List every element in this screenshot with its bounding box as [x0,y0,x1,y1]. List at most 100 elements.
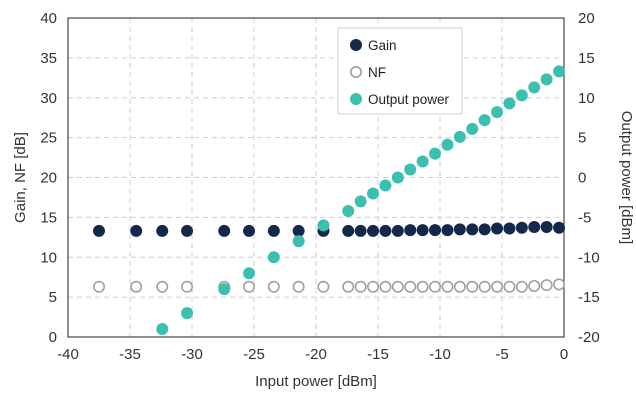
y-tick-label: 25 [40,130,57,147]
nf-point [404,280,417,293]
gain-point [391,224,404,237]
y-tick-label: 10 [40,249,57,266]
y-tick-label: 30 [40,90,57,107]
gain-point [441,224,454,237]
y2-axis-title: Output power [dBm] [618,111,635,244]
output-power-point [404,163,417,176]
output-power-point [367,187,380,200]
legend: Gain NF Output power [337,27,463,115]
series-nf [93,278,566,293]
axes-layer: -40 -35 -30 -25 -20 -15 -10 -5 0 0 5 10 15 20 25 30 35 40… [12,10,635,390]
output-power-point [466,122,479,135]
x-tick-label: -15 [367,346,389,363]
output-power-point [391,171,404,184]
gain-point [553,221,566,234]
series-output-power [156,65,566,336]
gain-point [453,223,466,236]
gain-point [156,224,169,237]
output-power-point [317,219,330,232]
gain-point [515,221,528,234]
gain-point [528,220,541,233]
points-layer [93,65,566,336]
nf-point [354,280,367,293]
nf-point [391,280,404,293]
gain-point [379,224,392,237]
gain-point [267,224,280,237]
nf-point [478,280,491,293]
y-tick-label: 20 [40,170,57,187]
output-power-point [491,106,504,119]
gain-point [292,224,305,237]
gain-point [540,220,553,233]
legend-label-nf: NF [368,65,386,80]
output-power-point [181,307,194,320]
nf-point [243,280,256,293]
y2-tick-label: -15 [578,289,600,306]
output-power-point [553,65,566,78]
nf-point [466,280,479,293]
output-power-point [156,323,169,336]
y2-tick-label: -20 [578,329,600,346]
gain-point [466,223,479,236]
gain-point [218,224,231,237]
legend-label-gain: Gain [368,38,397,53]
x-axis-title: Input power [dBm] [255,373,377,390]
x-tick-label: -10 [429,346,451,363]
legend-marker-nf [349,66,362,79]
output-power-point [342,204,355,217]
nf-point [130,280,143,293]
output-power-point [441,138,454,151]
output-power-point [379,179,392,192]
x-tick-label: -20 [305,346,327,363]
nf-point [453,280,466,293]
gain-point [130,224,143,237]
y2-tick-label: 15 [578,50,595,67]
nf-point [491,280,504,293]
nf-point [379,280,392,293]
legend-label-output-power: Output power [368,92,450,107]
nf-point [540,279,553,292]
output-power-point [354,195,367,208]
y2-tick-label: 5 [578,130,586,147]
gain-point [181,224,194,237]
output-power-point [292,235,305,248]
output-power-point [243,267,256,280]
x-tick-label: 0 [560,346,568,363]
y-axis-title: Gain, NF [dB] [12,132,29,223]
gain-point [429,224,442,237]
plot-border [67,17,565,338]
output-power-point [515,89,528,102]
y2-tick-label: -5 [578,209,591,226]
output-power-point [416,155,429,168]
x-tick-label: -35 [119,346,141,363]
y2-tick-label: 0 [578,170,586,187]
output-power-point [528,81,541,94]
gain-point [416,224,429,237]
gain-point [342,224,355,237]
nf-point [553,278,566,291]
nf-point [441,280,454,293]
y-tick-label: 15 [40,209,57,226]
y2-tick-label: -10 [578,249,600,266]
nf-point [267,280,280,293]
y-tick-label: 5 [49,289,57,306]
x-tick-label: -25 [243,346,265,363]
nf-point [292,280,305,293]
nf-point [416,280,429,293]
output-power-point [478,114,491,127]
y-tick-label: 35 [40,50,57,67]
nf-point [317,280,330,293]
gain-point [478,223,491,236]
output-power-point [453,130,466,143]
y2-tick-label: 20 [578,10,595,27]
x-tick-label: -40 [57,346,79,363]
output-power-point [218,283,231,296]
y-tick-label: 40 [40,10,57,27]
output-power-point [540,73,553,86]
gain-point [93,224,105,237]
nf-point [503,280,516,293]
nf-point [515,280,528,293]
y-tick-label: 0 [49,329,57,346]
nf-point [156,280,169,293]
